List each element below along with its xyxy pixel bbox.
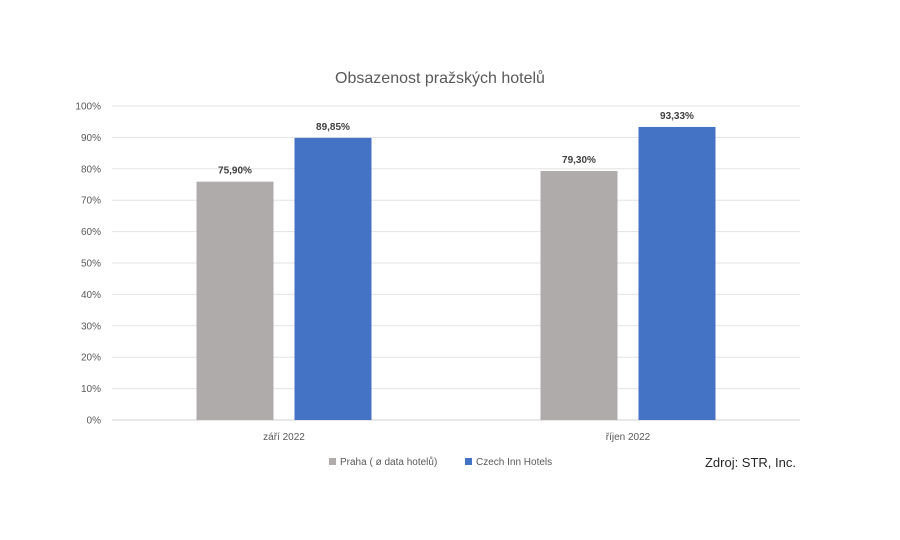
legend-swatch	[329, 458, 336, 465]
y-tick-label: 90%	[81, 133, 101, 144]
y-tick-label: 40%	[81, 290, 101, 301]
data-label: 75,90%	[218, 166, 252, 177]
y-tick-label: 30%	[81, 321, 101, 332]
y-tick-label: 60%	[81, 227, 101, 238]
data-label: 89,85%	[316, 122, 350, 133]
y-tick-label: 50%	[81, 259, 101, 270]
y-tick-label: 0%	[87, 416, 102, 427]
bar	[196, 181, 274, 420]
y-tick-label: 80%	[81, 164, 101, 175]
legend-label: Praha ( ø data hotelů)	[340, 456, 437, 468]
bar	[294, 137, 372, 420]
y-tick-label: 10%	[81, 384, 101, 395]
x-tick-label: říjen 2022	[606, 432, 651, 443]
data-label: 93,33%	[660, 111, 694, 122]
y-tick-label: 70%	[81, 196, 101, 207]
chart-title: Obsazenost pražských hotelů	[335, 69, 545, 87]
legend-swatch	[465, 458, 472, 465]
data-label: 79,30%	[562, 155, 596, 166]
x-tick-label: září 2022	[263, 432, 305, 443]
y-tick-label: 20%	[81, 353, 101, 364]
y-tick-label: 100%	[75, 102, 101, 113]
bar	[540, 170, 618, 420]
source-annotation: Zdroj: STR, Inc.	[705, 455, 796, 470]
bar	[638, 126, 716, 421]
legend-label: Czech Inn Hotels	[476, 457, 552, 468]
